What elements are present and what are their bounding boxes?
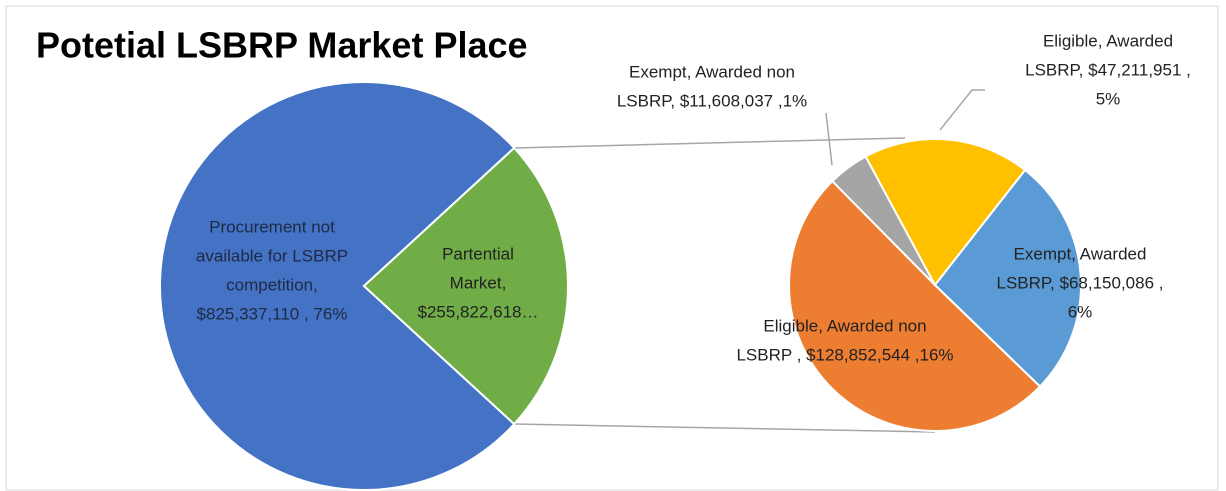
data-label: Partential — [442, 244, 514, 263]
data-label: Eligible, Awarded non — [763, 316, 926, 335]
pie-slice — [362, 146, 569, 426]
leader-line — [825, 112, 833, 166]
connector-line — [514, 423, 936, 433]
data-label: Eligible, Awarded — [1043, 31, 1173, 50]
data-label: Market, — [450, 273, 507, 292]
connector-line — [514, 137, 906, 149]
data-label: LSBRP , $128,852,544 ,16% — [736, 345, 953, 364]
data-label: 6% — [1068, 302, 1093, 321]
data-label: LSBRP, $11,608,037 ,1% — [617, 91, 807, 110]
leader-line — [939, 89, 985, 131]
data-label: Procurement not — [209, 217, 335, 236]
data-label: LSBRP, $68,150,086 , — [997, 273, 1164, 292]
pie-slice — [933, 168, 1082, 388]
data-label: LSBRP, $47,211,951 , — [1025, 60, 1191, 79]
data-label: Exempt, Awarded non — [629, 62, 795, 81]
data-label: 5% — [1096, 89, 1121, 108]
data-label: available for LSBRP — [196, 246, 348, 265]
chart-title: Potetial LSBRP Market Place — [36, 25, 528, 66]
pie-slice — [864, 138, 1027, 287]
data-label: competition, — [226, 275, 318, 294]
pie-slice — [159, 81, 516, 491]
data-label: $255,822,618… — [418, 302, 539, 321]
data-label: Exempt, Awarded — [1014, 244, 1147, 263]
pie-slice — [788, 179, 1042, 433]
data-label: $825,337,110 , 76% — [197, 304, 348, 323]
